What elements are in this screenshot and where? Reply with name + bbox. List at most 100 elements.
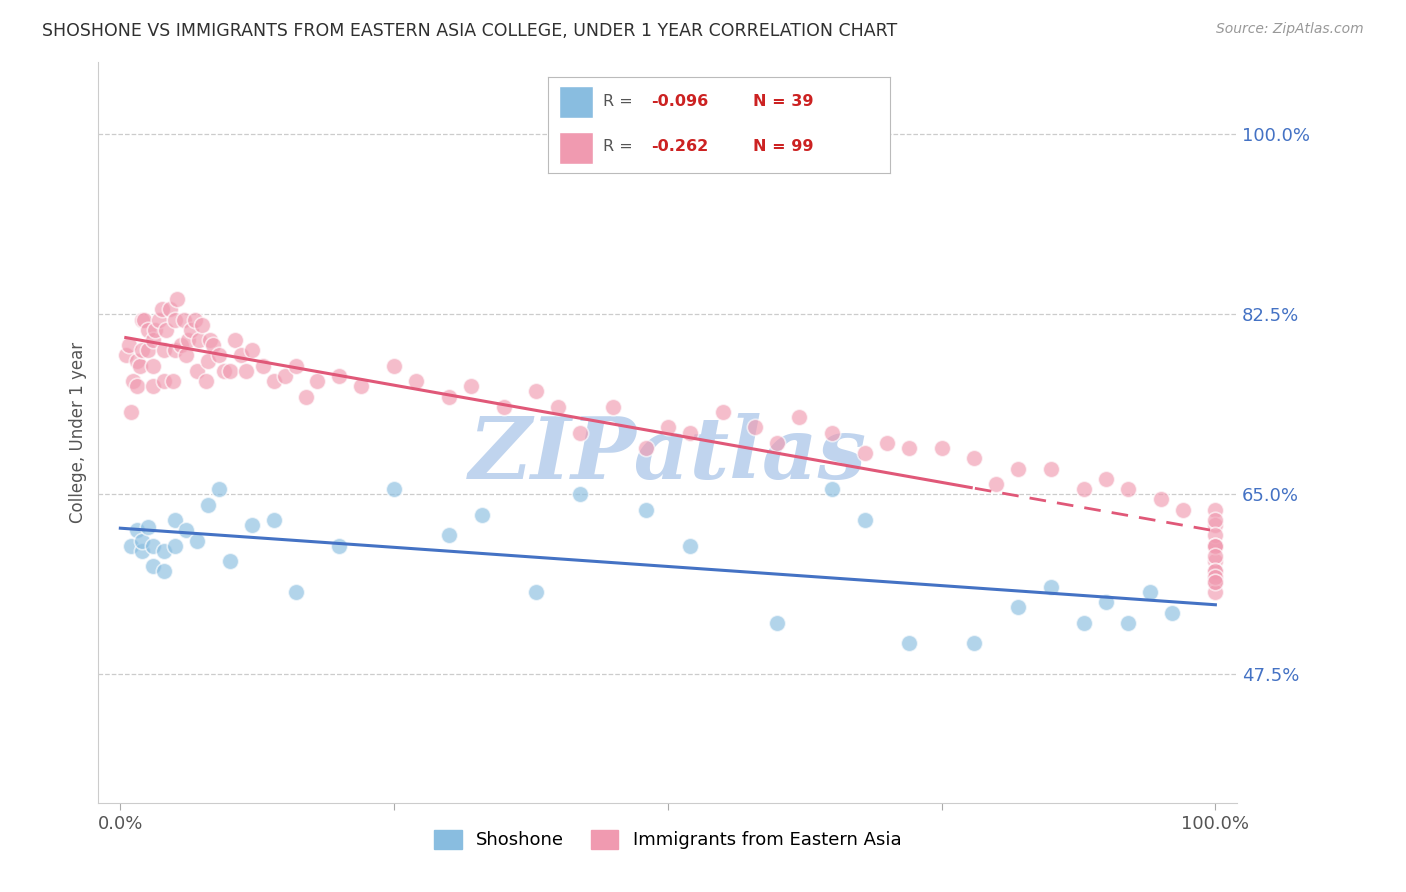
Point — [165, 343, 187, 358]
Point — [162, 374, 184, 388]
Point — [165, 513, 187, 527]
Point — [197, 353, 219, 368]
Point — [1171, 502, 1194, 516]
Point — [142, 559, 165, 574]
Point — [125, 524, 148, 538]
Point — [120, 405, 142, 419]
Point — [602, 400, 624, 414]
Point — [1204, 539, 1226, 553]
Point — [1204, 565, 1226, 579]
Point — [159, 302, 181, 317]
Point — [986, 477, 1008, 491]
Point — [224, 333, 246, 347]
Point — [197, 498, 219, 512]
Point — [1040, 461, 1063, 475]
Point — [240, 343, 263, 358]
Point — [569, 487, 592, 501]
Point — [150, 302, 173, 317]
Point — [1073, 482, 1095, 496]
Point — [1204, 574, 1226, 589]
Point — [173, 312, 195, 326]
Point — [766, 436, 789, 450]
Point — [711, 405, 734, 419]
Point — [1204, 502, 1226, 516]
Point — [184, 312, 207, 326]
Point — [263, 513, 285, 527]
Point — [744, 420, 766, 434]
Point — [218, 554, 240, 568]
Point — [114, 349, 136, 363]
Point — [295, 390, 318, 404]
Point — [284, 359, 307, 373]
Point — [897, 636, 920, 650]
Point — [166, 292, 188, 306]
Point — [526, 384, 548, 399]
Point — [202, 338, 225, 352]
Point — [263, 374, 285, 388]
Point — [131, 533, 153, 548]
Point — [153, 374, 176, 388]
Point — [191, 318, 214, 332]
Point — [235, 364, 257, 378]
Point — [437, 390, 460, 404]
Point — [134, 312, 156, 326]
Point — [963, 451, 986, 466]
Point — [1204, 585, 1226, 599]
Point — [437, 528, 460, 542]
Point — [136, 323, 159, 337]
Point — [177, 333, 200, 347]
Point — [194, 374, 217, 388]
Point — [142, 379, 165, 393]
Point — [821, 425, 844, 440]
Point — [125, 379, 148, 393]
Point — [853, 513, 876, 527]
Point — [931, 441, 953, 455]
Point — [328, 369, 350, 384]
Text: ZIPatlas: ZIPatlas — [468, 413, 868, 497]
Point — [1149, 492, 1171, 507]
Point — [118, 338, 141, 352]
Point — [129, 359, 152, 373]
Point — [328, 539, 350, 553]
Point — [1095, 472, 1118, 486]
Point — [153, 544, 176, 558]
Point — [136, 343, 159, 358]
Point — [273, 369, 295, 384]
Point — [382, 482, 405, 496]
Point — [1204, 565, 1226, 579]
Text: SHOSHONE VS IMMIGRANTS FROM EASTERN ASIA COLLEGE, UNDER 1 YEAR CORRELATION CHART: SHOSHONE VS IMMIGRANTS FROM EASTERN ASIA… — [42, 22, 897, 40]
Point — [145, 323, 167, 337]
Point — [188, 333, 211, 347]
Point — [1204, 528, 1226, 542]
Point — [218, 364, 240, 378]
Point — [165, 312, 187, 326]
Point — [136, 520, 159, 534]
Point — [142, 333, 165, 347]
Point — [1007, 461, 1029, 475]
Point — [1204, 539, 1226, 553]
Point — [208, 482, 231, 496]
Point — [131, 312, 153, 326]
Point — [526, 585, 548, 599]
Point — [148, 312, 170, 326]
Point — [198, 333, 221, 347]
Point — [634, 441, 657, 455]
Point — [1204, 549, 1226, 563]
Point — [169, 338, 191, 352]
Point — [876, 436, 898, 450]
Text: Source: ZipAtlas.com: Source: ZipAtlas.com — [1216, 22, 1364, 37]
Point — [142, 539, 165, 553]
Point — [679, 425, 702, 440]
Point — [240, 518, 263, 533]
Point — [679, 539, 702, 553]
Point — [350, 379, 373, 393]
Point — [1204, 513, 1226, 527]
Point — [853, 446, 876, 460]
Point — [634, 502, 657, 516]
Point — [174, 349, 197, 363]
Point — [153, 565, 176, 579]
Point — [155, 323, 177, 337]
Point — [963, 636, 986, 650]
Point — [1040, 580, 1063, 594]
Point — [131, 544, 153, 558]
